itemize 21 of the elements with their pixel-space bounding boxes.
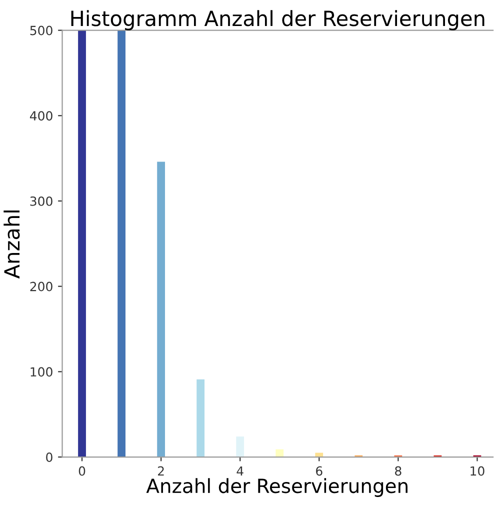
x-tick-label: 2 bbox=[158, 466, 164, 476]
chart-title: Histogramm Anzahl der Reservierungen bbox=[71, 10, 484, 30]
x-tick-label: 0 bbox=[78, 466, 86, 476]
y-tick-label: 0 bbox=[46, 452, 52, 462]
bar bbox=[157, 162, 165, 458]
bar bbox=[236, 436, 244, 458]
bar bbox=[196, 379, 205, 458]
bar bbox=[78, 30, 86, 458]
x-tick-label: 6 bbox=[316, 466, 322, 476]
bar bbox=[118, 30, 126, 458]
y-tick-label: 500 bbox=[30, 26, 52, 36]
y-axis-title: Anzahl bbox=[4, 210, 20, 279]
x-tick-label: 4 bbox=[236, 466, 244, 476]
x-axis-title: Anzahl der Reservierungen bbox=[146, 478, 408, 497]
y-tick-label: 400 bbox=[30, 111, 52, 121]
bar bbox=[276, 449, 284, 458]
x-tick-label: 8 bbox=[395, 466, 402, 476]
y-tick-label: 300 bbox=[30, 196, 52, 206]
y-tick-label: 100 bbox=[30, 367, 52, 377]
y-tick-label: 200 bbox=[30, 282, 52, 292]
x-tick-label: 10 bbox=[470, 466, 484, 476]
